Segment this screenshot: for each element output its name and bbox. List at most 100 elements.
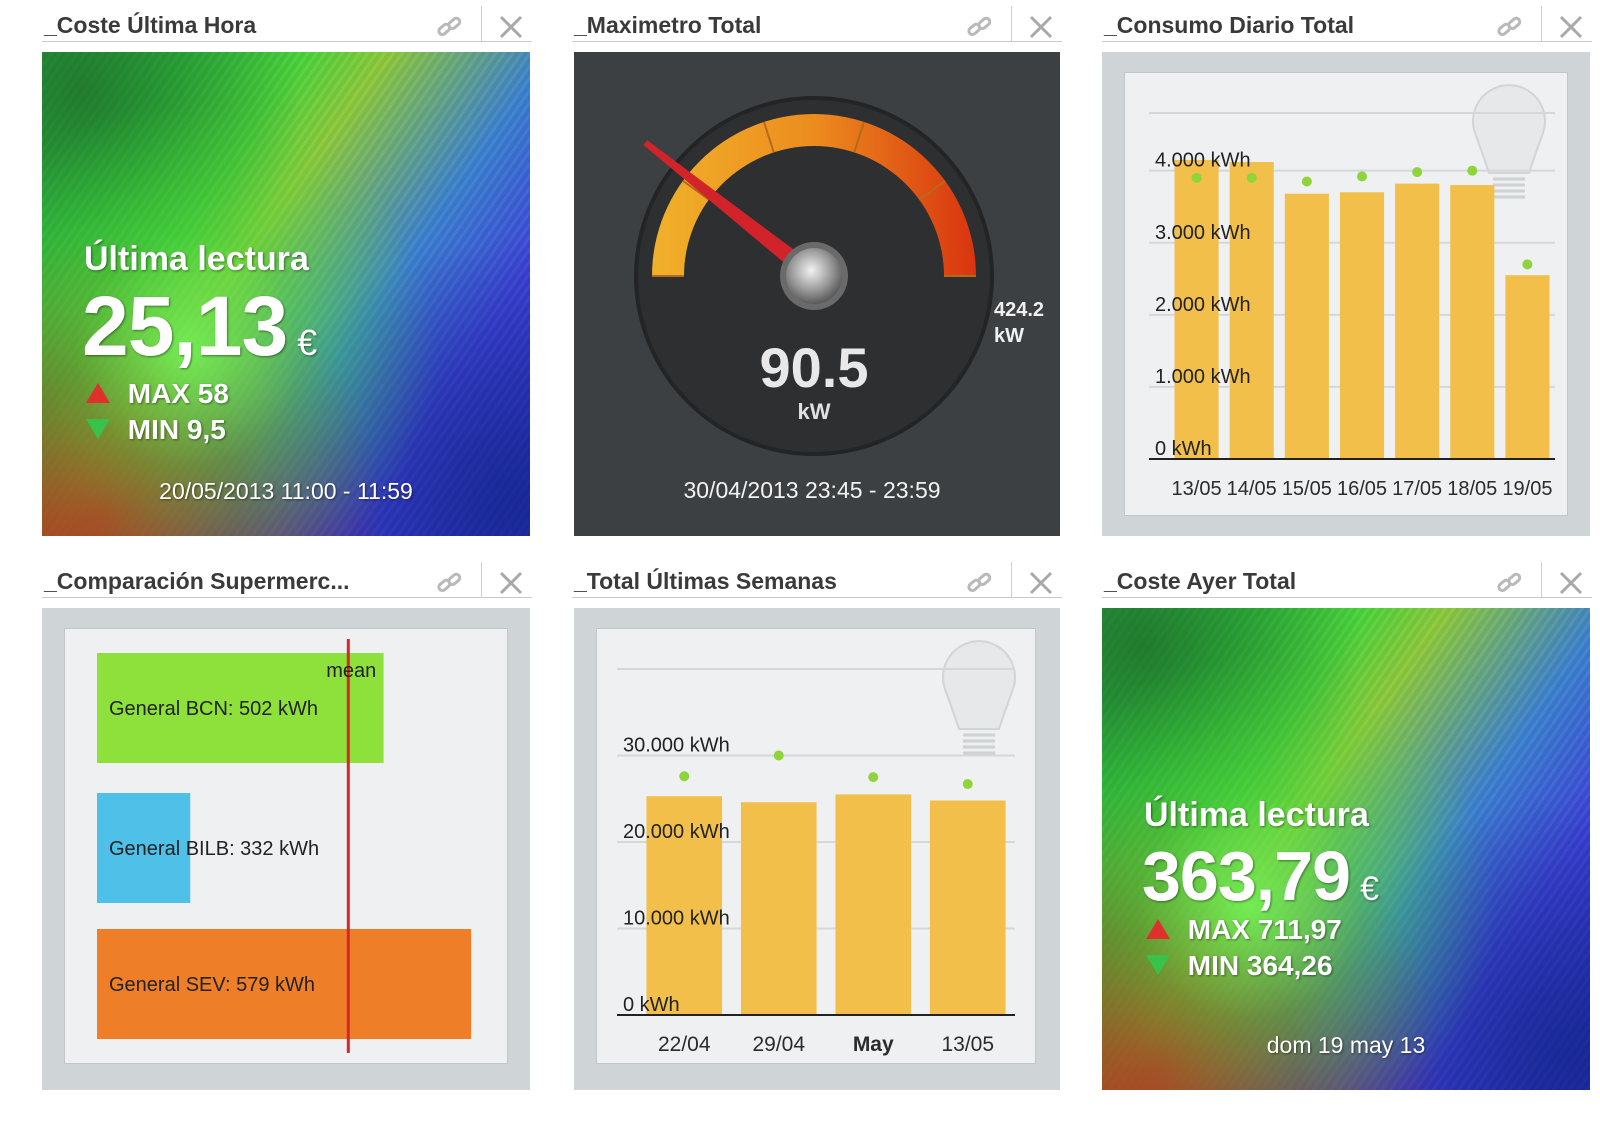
y-tick-label: 3.000 kWh (1155, 222, 1251, 244)
widget-title: _Maximetro Total (574, 12, 762, 38)
data-point (679, 771, 690, 782)
header-divider (1011, 562, 1012, 598)
triangle-up-icon (1146, 919, 1170, 939)
bar (1339, 192, 1385, 459)
y-tick-label: 0 kWh (623, 994, 680, 1016)
x-tick-label: 18/05 (1447, 478, 1497, 500)
data-point (1357, 171, 1367, 182)
chart-tile: 22/04 29/04 May 13/05 0 kWh 10.000 kWh 20.000 … (574, 608, 1060, 1090)
bar (1395, 183, 1440, 459)
bar (1505, 275, 1550, 459)
close-icon[interactable] (1026, 12, 1056, 42)
weekly-totals-chart: 22/04 29/04 May 13/05 0 kWh 10.000 kWh 20.000 … (617, 640, 1016, 1056)
widget-consumo-diario-total: _Consumo Diario Total 13/05 14/05 15/05 16/… (1102, 0, 1592, 540)
data-point (962, 779, 973, 790)
y-tick-label: 2.000 kWh (1155, 294, 1251, 316)
link-icon[interactable] (964, 14, 994, 40)
cost-value: 363,79 € (1142, 834, 1379, 931)
y-tick-label: 10.000 kWh (623, 908, 730, 930)
currency-symbol: € (297, 322, 317, 363)
x-tick-label: 17/05 (1392, 478, 1442, 500)
gauge-max-value: 424.2 (994, 299, 1044, 321)
light-bulb-icon (942, 640, 1016, 755)
cost-amount: 363,79 (1142, 837, 1351, 915)
last-reading-label: Última lectura (1144, 796, 1369, 834)
widget-title: _Coste Ayer Total (1104, 568, 1297, 594)
min-row: MIN 9,5 (86, 414, 226, 446)
daily-consumption-chart: 13/05 14/05 15/05 16/05 17/05 18/05 19/05 0 kWh… (1149, 84, 1555, 500)
triangle-down-icon (1146, 955, 1170, 975)
x-tick-label: 13/05 (1172, 478, 1222, 500)
gauge-needle (643, 140, 820, 284)
data-point (1301, 176, 1312, 187)
header-divider (1541, 562, 1542, 598)
widget-header: _Total Últimas Semanas (572, 556, 1062, 598)
bar (1229, 162, 1274, 459)
widget-coste-ultima-hora: _Coste Última Hora Última lectura 25,13 €… (42, 0, 532, 540)
y-tick-label: 20.000 kWh (623, 821, 730, 843)
bar (1284, 193, 1329, 459)
x-tick-label: May (853, 1033, 894, 1056)
triangle-up-icon (86, 383, 110, 403)
y-tick-label: 4.000 kWh (1155, 150, 1251, 172)
gauge: 90.5 kW 424.2 kW 30/04/2013 23:45 - 23:5… (634, 96, 1044, 503)
cost-tile: Última lectura 25,13 € MAX 58 MIN 9,5 20/… (42, 52, 530, 536)
max-value: MAX 58 (127, 378, 229, 409)
widget-title: _Consumo Diario Total (1104, 12, 1355, 38)
gauge-tile: 90.5 kW 424.2 kW 30/04/2013 23:45 - 23:5… (574, 52, 1060, 536)
x-tick-label: 22/04 (658, 1033, 711, 1056)
link-icon[interactable] (1494, 14, 1524, 40)
data-point (1246, 172, 1257, 183)
x-tick-label: 29/04 (752, 1033, 805, 1056)
chart-panel: 13/05 14/05 15/05 16/05 17/05 18/05 19/05 0 kWh… (1124, 72, 1568, 516)
close-icon[interactable] (496, 568, 526, 598)
cost-tile: Última lectura 363,79 € MAX 711,97 MIN 36… (1102, 608, 1590, 1090)
bar (929, 800, 1006, 1015)
close-icon[interactable] (1026, 568, 1056, 598)
header-underline (42, 597, 532, 598)
header-divider (1011, 6, 1012, 42)
min-value: MIN 364,26 (1187, 950, 1333, 981)
x-tick-label: 15/05 (1282, 478, 1332, 500)
comparison-chart: mean General BCN: 502 kWh General BILB: 33… (97, 639, 472, 1053)
data-point (1467, 165, 1478, 176)
min-value: MIN 9,5 (127, 414, 226, 445)
max-row: MAX 58 (86, 378, 229, 410)
timestamp: dom 19 may 13 (1266, 1032, 1426, 1058)
mean-label: mean (326, 660, 376, 682)
tile-background (1102, 608, 1590, 1090)
link-icon[interactable] (1494, 570, 1524, 596)
cost-value: 25,13 € (82, 278, 317, 391)
bar (97, 653, 384, 763)
triangle-down-icon (86, 419, 110, 439)
widget-header: _Comparación Supermerc... (42, 556, 532, 598)
header-divider (481, 6, 482, 42)
link-icon[interactable] (434, 570, 464, 596)
widget-title: _Comparación Supermerc... (44, 568, 350, 594)
header-divider (481, 562, 482, 598)
x-tick-label: 16/05 (1337, 478, 1387, 500)
data-point (1522, 259, 1533, 270)
bar (97, 793, 191, 903)
min-row: MIN 364,26 (1146, 950, 1333, 982)
x-tick-label: 19/05 (1502, 478, 1552, 500)
close-icon[interactable] (1556, 568, 1586, 598)
y-tick-label: 30.000 kWh (623, 735, 730, 757)
widget-title: _Coste Última Hora (44, 12, 257, 38)
y-tick-label: 0 kWh (1155, 438, 1212, 460)
header-underline (572, 597, 1062, 598)
data-point (1191, 172, 1202, 183)
widget-title: _Total Últimas Semanas (574, 568, 837, 594)
widget-total-ultimas-semanas: _Total Últimas Semanas 22/04 29/04 May 13/0… (572, 556, 1062, 1116)
close-icon[interactable] (1556, 12, 1586, 42)
cost-amount: 25,13 (82, 279, 288, 373)
gauge-arc (652, 114, 976, 276)
gauge-unit: kW (798, 399, 831, 424)
link-icon[interactable] (964, 570, 994, 596)
widget-header: _Coste Última Hora (42, 0, 532, 42)
widget-comparacion-supermercados: _Comparación Supermerc... mean General BC… (42, 556, 532, 1116)
close-icon[interactable] (496, 12, 526, 42)
link-icon[interactable] (434, 14, 464, 40)
currency-symbol: € (1360, 870, 1379, 908)
data-point (1412, 167, 1423, 178)
